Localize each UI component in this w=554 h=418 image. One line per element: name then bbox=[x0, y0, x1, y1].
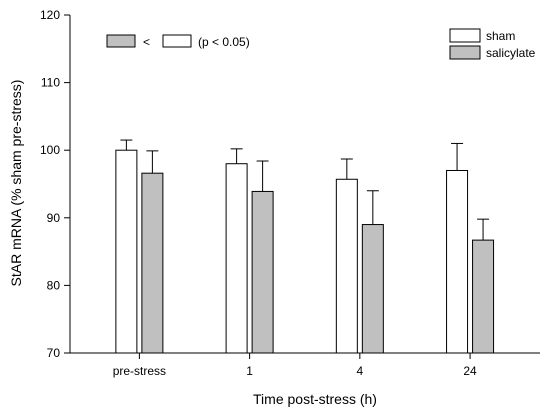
legend-sham-label: sham bbox=[486, 29, 515, 43]
y-tick-label: 80 bbox=[47, 278, 61, 292]
plot-frame bbox=[69, 15, 540, 354]
annotation-salicylate-swatch bbox=[106, 34, 136, 48]
y-tick-label: 70 bbox=[47, 346, 61, 360]
bar-salicylate-2 bbox=[361, 224, 384, 354]
y-tick-label: 100 bbox=[40, 143, 60, 157]
y-axis-title: StAR mRNA (% sham pre-stress) bbox=[8, 80, 24, 287]
bar-sham-1 bbox=[225, 163, 248, 354]
legend-salicylate-label: salicylate bbox=[486, 46, 536, 60]
significance-annotation: < (p < 0.05) bbox=[106, 34, 250, 49]
bar-sham-0 bbox=[115, 149, 138, 354]
bar-salicylate-1 bbox=[251, 190, 274, 354]
x-axis: pre-stress 1 4 24 bbox=[113, 353, 477, 378]
legend: sham salicylate bbox=[449, 28, 536, 60]
y-tick-label: 110 bbox=[41, 76, 60, 90]
legend-salicylate-swatch bbox=[449, 45, 481, 60]
annotation-p-value: (p < 0.05) bbox=[198, 35, 250, 49]
error-bars bbox=[120, 139, 490, 241]
x-tick-label: 1 bbox=[246, 364, 253, 378]
annotation-sham-swatch bbox=[162, 34, 192, 48]
y-tick-label: 120 bbox=[40, 8, 60, 22]
x-tick-label: 24 bbox=[463, 364, 477, 378]
x-axis-title: Time post-stress (h) bbox=[253, 391, 377, 407]
bar-sham-2 bbox=[335, 178, 358, 354]
y-axis: 70 80 90 100 110 120 bbox=[40, 8, 70, 360]
legend-sham-swatch bbox=[449, 28, 481, 43]
annotation-less-than: < bbox=[143, 35, 150, 49]
bar-salicylate-3 bbox=[472, 239, 495, 354]
x-tick-label: pre-stress bbox=[113, 364, 166, 378]
x-tick-label: 4 bbox=[356, 364, 363, 378]
y-tick-label: 90 bbox=[47, 211, 61, 225]
bar-sham-3 bbox=[446, 169, 469, 354]
bar-salicylate-0 bbox=[141, 172, 164, 354]
bars bbox=[115, 149, 495, 354]
